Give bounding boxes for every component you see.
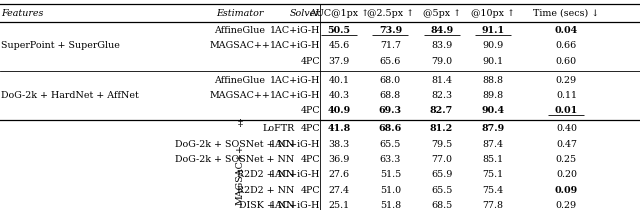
Text: @10px ↑: @10px ↑ <box>471 9 515 18</box>
Text: 68.8: 68.8 <box>380 91 401 100</box>
Text: 87.9: 87.9 <box>481 124 504 133</box>
Text: 71.7: 71.7 <box>380 41 401 50</box>
Text: DoG-2k + HardNet + AffNet: DoG-2k + HardNet + AffNet <box>1 91 139 100</box>
Text: Solver: Solver <box>289 9 320 18</box>
Text: 77.0: 77.0 <box>431 155 452 164</box>
Text: 90.9: 90.9 <box>482 41 504 50</box>
Text: 69.3: 69.3 <box>379 106 402 115</box>
Text: 77.8: 77.8 <box>483 201 503 210</box>
Text: MAGSAC++: MAGSAC++ <box>209 41 271 50</box>
Text: AffineGlue: AffineGlue <box>214 26 266 35</box>
Text: 0.40: 0.40 <box>556 124 577 133</box>
Text: DoG-2k + SOSNet + NN: DoG-2k + SOSNet + NN <box>175 140 294 149</box>
Text: 51.8: 51.8 <box>380 201 401 210</box>
Text: 40.9: 40.9 <box>328 106 351 115</box>
Text: 82.7: 82.7 <box>430 106 453 115</box>
Text: 38.3: 38.3 <box>328 140 350 149</box>
Text: 1AC+iG-H: 1AC+iG-H <box>269 140 320 149</box>
Text: 82.3: 82.3 <box>431 91 452 100</box>
Text: 0.66: 0.66 <box>556 41 577 50</box>
Text: 68.0: 68.0 <box>380 76 401 85</box>
Text: 84.9: 84.9 <box>430 26 453 35</box>
Text: @2.5px ↑: @2.5px ↑ <box>367 9 414 18</box>
Text: 63.3: 63.3 <box>380 155 401 164</box>
Text: 91.1: 91.1 <box>481 26 504 35</box>
Text: 0.47: 0.47 <box>556 140 577 149</box>
Text: ‡: ‡ <box>237 119 243 128</box>
Text: R2D2 + NN: R2D2 + NN <box>237 170 294 179</box>
Text: 4PC: 4PC <box>300 106 320 115</box>
Text: 65.5: 65.5 <box>431 186 452 195</box>
Text: 0.29: 0.29 <box>556 76 577 85</box>
Text: 85.1: 85.1 <box>482 155 504 164</box>
Text: 27.4: 27.4 <box>329 186 349 195</box>
Text: 79.0: 79.0 <box>431 57 452 66</box>
Text: 1AC+iG-H: 1AC+iG-H <box>269 201 320 210</box>
Text: AUC@1px ↑: AUC@1px ↑ <box>309 9 369 18</box>
Text: SuperPoint + SuperGlue: SuperPoint + SuperGlue <box>1 41 120 50</box>
Text: 65.9: 65.9 <box>431 170 452 179</box>
Text: 1AC+iG-H: 1AC+iG-H <box>269 26 320 35</box>
Text: 65.5: 65.5 <box>380 140 401 149</box>
Text: R2D2 + NN: R2D2 + NN <box>237 186 294 195</box>
Text: 90.1: 90.1 <box>482 57 504 66</box>
Text: 1AC+iG-H: 1AC+iG-H <box>269 91 320 100</box>
Text: 81.4: 81.4 <box>431 76 452 85</box>
Text: 1AC+iG-H: 1AC+iG-H <box>269 170 320 179</box>
Text: 0.60: 0.60 <box>556 57 577 66</box>
Text: 51.5: 51.5 <box>380 170 401 179</box>
Text: 40.3: 40.3 <box>328 91 350 100</box>
Text: 36.9: 36.9 <box>328 155 350 164</box>
Text: 75.4: 75.4 <box>482 186 504 195</box>
Text: 75.1: 75.1 <box>482 170 504 179</box>
Text: 45.6: 45.6 <box>328 41 350 50</box>
Text: 68.5: 68.5 <box>431 201 452 210</box>
Text: 68.6: 68.6 <box>379 124 402 133</box>
Text: 73.9: 73.9 <box>379 26 402 35</box>
Text: 4PC: 4PC <box>300 124 320 133</box>
Text: 79.5: 79.5 <box>431 140 452 149</box>
Text: 90.4: 90.4 <box>481 106 504 115</box>
Text: Features: Features <box>1 9 44 18</box>
Text: 0.04: 0.04 <box>555 26 578 35</box>
Text: MAGSAC++: MAGSAC++ <box>209 91 271 100</box>
Text: Estimator: Estimator <box>216 9 264 18</box>
Text: 25.1: 25.1 <box>328 201 350 210</box>
Text: 89.8: 89.8 <box>482 91 504 100</box>
Text: 50.5: 50.5 <box>328 26 351 35</box>
Text: 0.20: 0.20 <box>556 170 577 179</box>
Text: 4PC: 4PC <box>300 186 320 195</box>
Text: DoG-2k + SOSNet + NN: DoG-2k + SOSNet + NN <box>175 155 294 164</box>
Text: 81.2: 81.2 <box>430 124 453 133</box>
Text: 40.1: 40.1 <box>329 76 349 85</box>
Text: Time (secs) ↓: Time (secs) ↓ <box>533 9 600 18</box>
Text: 83.9: 83.9 <box>431 41 452 50</box>
Text: 0.11: 0.11 <box>556 91 577 100</box>
Text: MAGSAC++: MAGSAC++ <box>236 144 244 205</box>
Text: 1AC+iG-H: 1AC+iG-H <box>269 76 320 85</box>
Text: 37.9: 37.9 <box>328 57 350 66</box>
Text: 4PC: 4PC <box>300 57 320 66</box>
Text: 1AC+iG-H: 1AC+iG-H <box>269 41 320 50</box>
Text: 88.8: 88.8 <box>483 76 503 85</box>
Text: 27.6: 27.6 <box>328 170 350 179</box>
Text: LoFTR: LoFTR <box>262 124 294 133</box>
Text: DISK + NN: DISK + NN <box>239 201 294 210</box>
Text: 41.8: 41.8 <box>328 124 351 133</box>
Text: 0.09: 0.09 <box>555 186 578 195</box>
Text: 51.0: 51.0 <box>380 186 401 195</box>
Text: 0.25: 0.25 <box>556 155 577 164</box>
Text: 4PC: 4PC <box>300 155 320 164</box>
Text: 87.4: 87.4 <box>483 140 503 149</box>
Text: 65.6: 65.6 <box>380 57 401 66</box>
Text: AffineGlue: AffineGlue <box>214 76 266 85</box>
Text: 0.29: 0.29 <box>556 201 577 210</box>
Text: 0.01: 0.01 <box>555 106 578 115</box>
Text: @5px ↑: @5px ↑ <box>422 9 461 18</box>
